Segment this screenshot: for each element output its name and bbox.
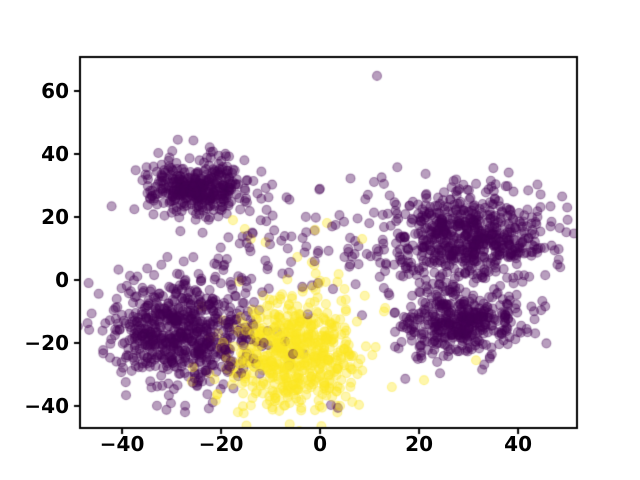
x-tick-label: 0 [313,432,328,456]
x-tick-label: 20 [405,432,433,456]
y-tick-label: 20 [41,204,69,229]
y-tick-label: 0 [55,267,69,292]
y-tick-label: −40 [24,393,69,418]
x-tick-label: −20 [198,432,244,456]
x-tick-label: −40 [99,432,145,456]
y-tick-label: 60 [41,79,69,103]
y-tick-label: −20 [24,330,69,355]
y-tick-label: 40 [41,142,69,166]
x-tick-label: 40 [504,432,532,456]
